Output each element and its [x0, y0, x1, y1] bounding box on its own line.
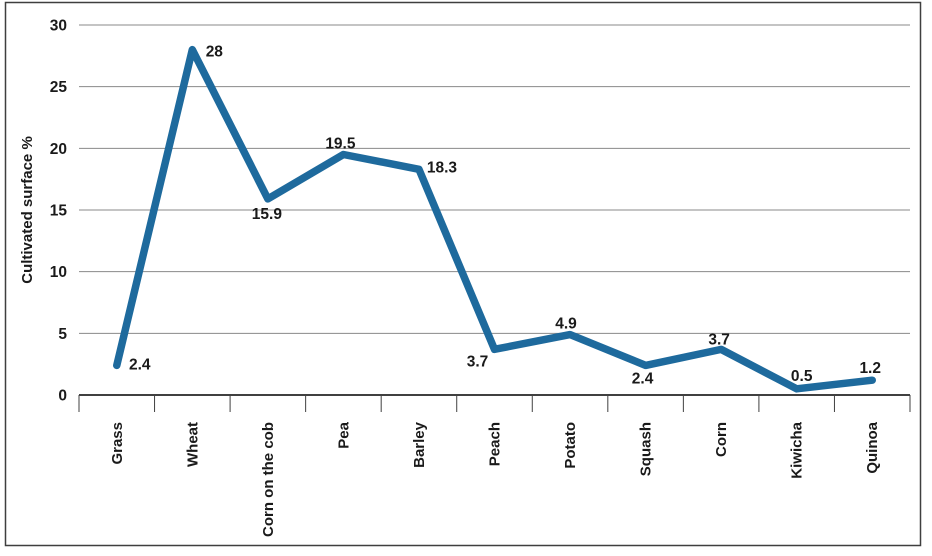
x-tick-label: Squash — [638, 422, 655, 476]
data-label: 3.7 — [467, 353, 489, 370]
x-tick-label: Grass — [109, 422, 126, 465]
x-tick-label: Quinoa — [864, 421, 881, 473]
chart-line — [113, 45, 876, 393]
data-label: 19.5 — [325, 136, 356, 153]
x-tick-label: Corn on the cob — [260, 422, 277, 537]
x-tick-label: Peach — [487, 422, 504, 466]
y-tick-label: 15 — [50, 203, 68, 220]
y-tick-label: 0 — [58, 388, 67, 405]
data-label: 18.3 — [427, 159, 458, 176]
x-tick-label: Kiwicha — [789, 421, 806, 478]
data-label: 2.4 — [129, 356, 151, 373]
data-label: 28 — [206, 44, 224, 61]
y-tick-label: 5 — [58, 326, 67, 343]
chart-border — [4, 1, 922, 547]
x-tick-label: Pea — [335, 421, 352, 448]
y-tick-label: 25 — [50, 79, 68, 96]
data-label: 3.7 — [708, 331, 730, 348]
y-tick-label: 20 — [50, 141, 67, 158]
data-label: 0.5 — [791, 368, 813, 385]
y-axis-title: Cultivated surface % — [19, 136, 36, 284]
y-tick-label: 10 — [50, 264, 67, 281]
data-label: 15.9 — [252, 206, 283, 223]
x-tick-label: Wheat — [184, 422, 201, 467]
y-tick-label: 30 — [50, 18, 67, 35]
data-label: 2.4 — [632, 370, 654, 387]
data-label: 1.2 — [859, 360, 881, 377]
x-tick-label: Potato — [562, 422, 579, 469]
x-tick-label: Barley — [411, 421, 428, 468]
x-tick-label: Corn — [713, 422, 730, 457]
data-label: 4.9 — [555, 316, 577, 333]
